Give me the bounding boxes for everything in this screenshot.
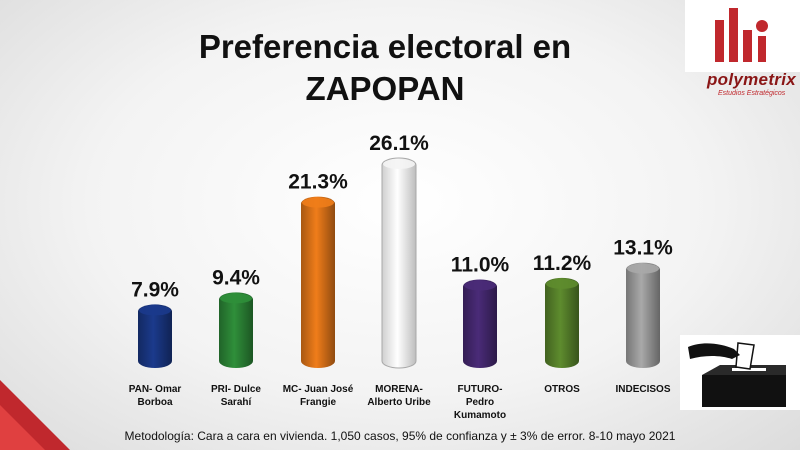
- data-label-6: 13.1%: [613, 237, 673, 260]
- bar-top-3: [383, 159, 415, 169]
- chart-title: Preferencia electoral en ZAPOPAN: [160, 26, 610, 110]
- bar-top-6: [627, 263, 659, 274]
- polymetrix-logo: polymetrix Estudios Estratégicos: [685, 0, 800, 100]
- data-label-3: 26.1%: [369, 132, 429, 155]
- data-label-0: 7.9%: [131, 278, 179, 301]
- bar-1: [219, 292, 253, 368]
- corner-decoration: [0, 380, 70, 450]
- data-label-5: 11.2%: [533, 252, 592, 275]
- logo-tagline: Estudios Estratégicos: [718, 90, 786, 97]
- category-label-6: INDECISOS: [615, 384, 670, 395]
- bar-6: [626, 262, 660, 368]
- category-label-1: PRI- Dulce Sarahí: [211, 384, 261, 408]
- data-label-2: 21.3%: [288, 171, 348, 194]
- methodology-footnote: Metodología: Cara a cara en vivienda. 1,…: [124, 429, 676, 443]
- bar-3: [381, 157, 417, 369]
- data-label-1: 9.4%: [212, 266, 260, 289]
- bar-top-5: [546, 278, 578, 289]
- category-label-4: FUTURO-Pedro Kumamoto: [454, 384, 506, 421]
- bar-0: [138, 304, 172, 368]
- bar-top-2: [302, 197, 334, 208]
- category-label-5: OTROS: [544, 384, 580, 395]
- bar-5: [545, 277, 579, 368]
- bar-2: [301, 196, 335, 368]
- category-label-0: PAN- Omar Borboa: [129, 384, 182, 408]
- category-label-3: MORENA-Alberto Uribe: [367, 384, 431, 408]
- logo-name: polymetrix: [707, 70, 796, 89]
- bar-4: [463, 279, 497, 368]
- category-label-2: MC- Juan José Frangie: [283, 384, 354, 408]
- title-line-2: ZAPOPAN: [305, 70, 465, 107]
- title-line-1: Preferencia electoral en: [198, 28, 572, 65]
- polymetrix-logo-mark: [685, 0, 800, 72]
- data-label-4: 11.0%: [451, 253, 510, 276]
- bar-top-1: [220, 293, 252, 304]
- bar-top-4: [464, 280, 496, 291]
- bar-top-0: [139, 305, 171, 316]
- ballot-box-icon: [680, 335, 800, 410]
